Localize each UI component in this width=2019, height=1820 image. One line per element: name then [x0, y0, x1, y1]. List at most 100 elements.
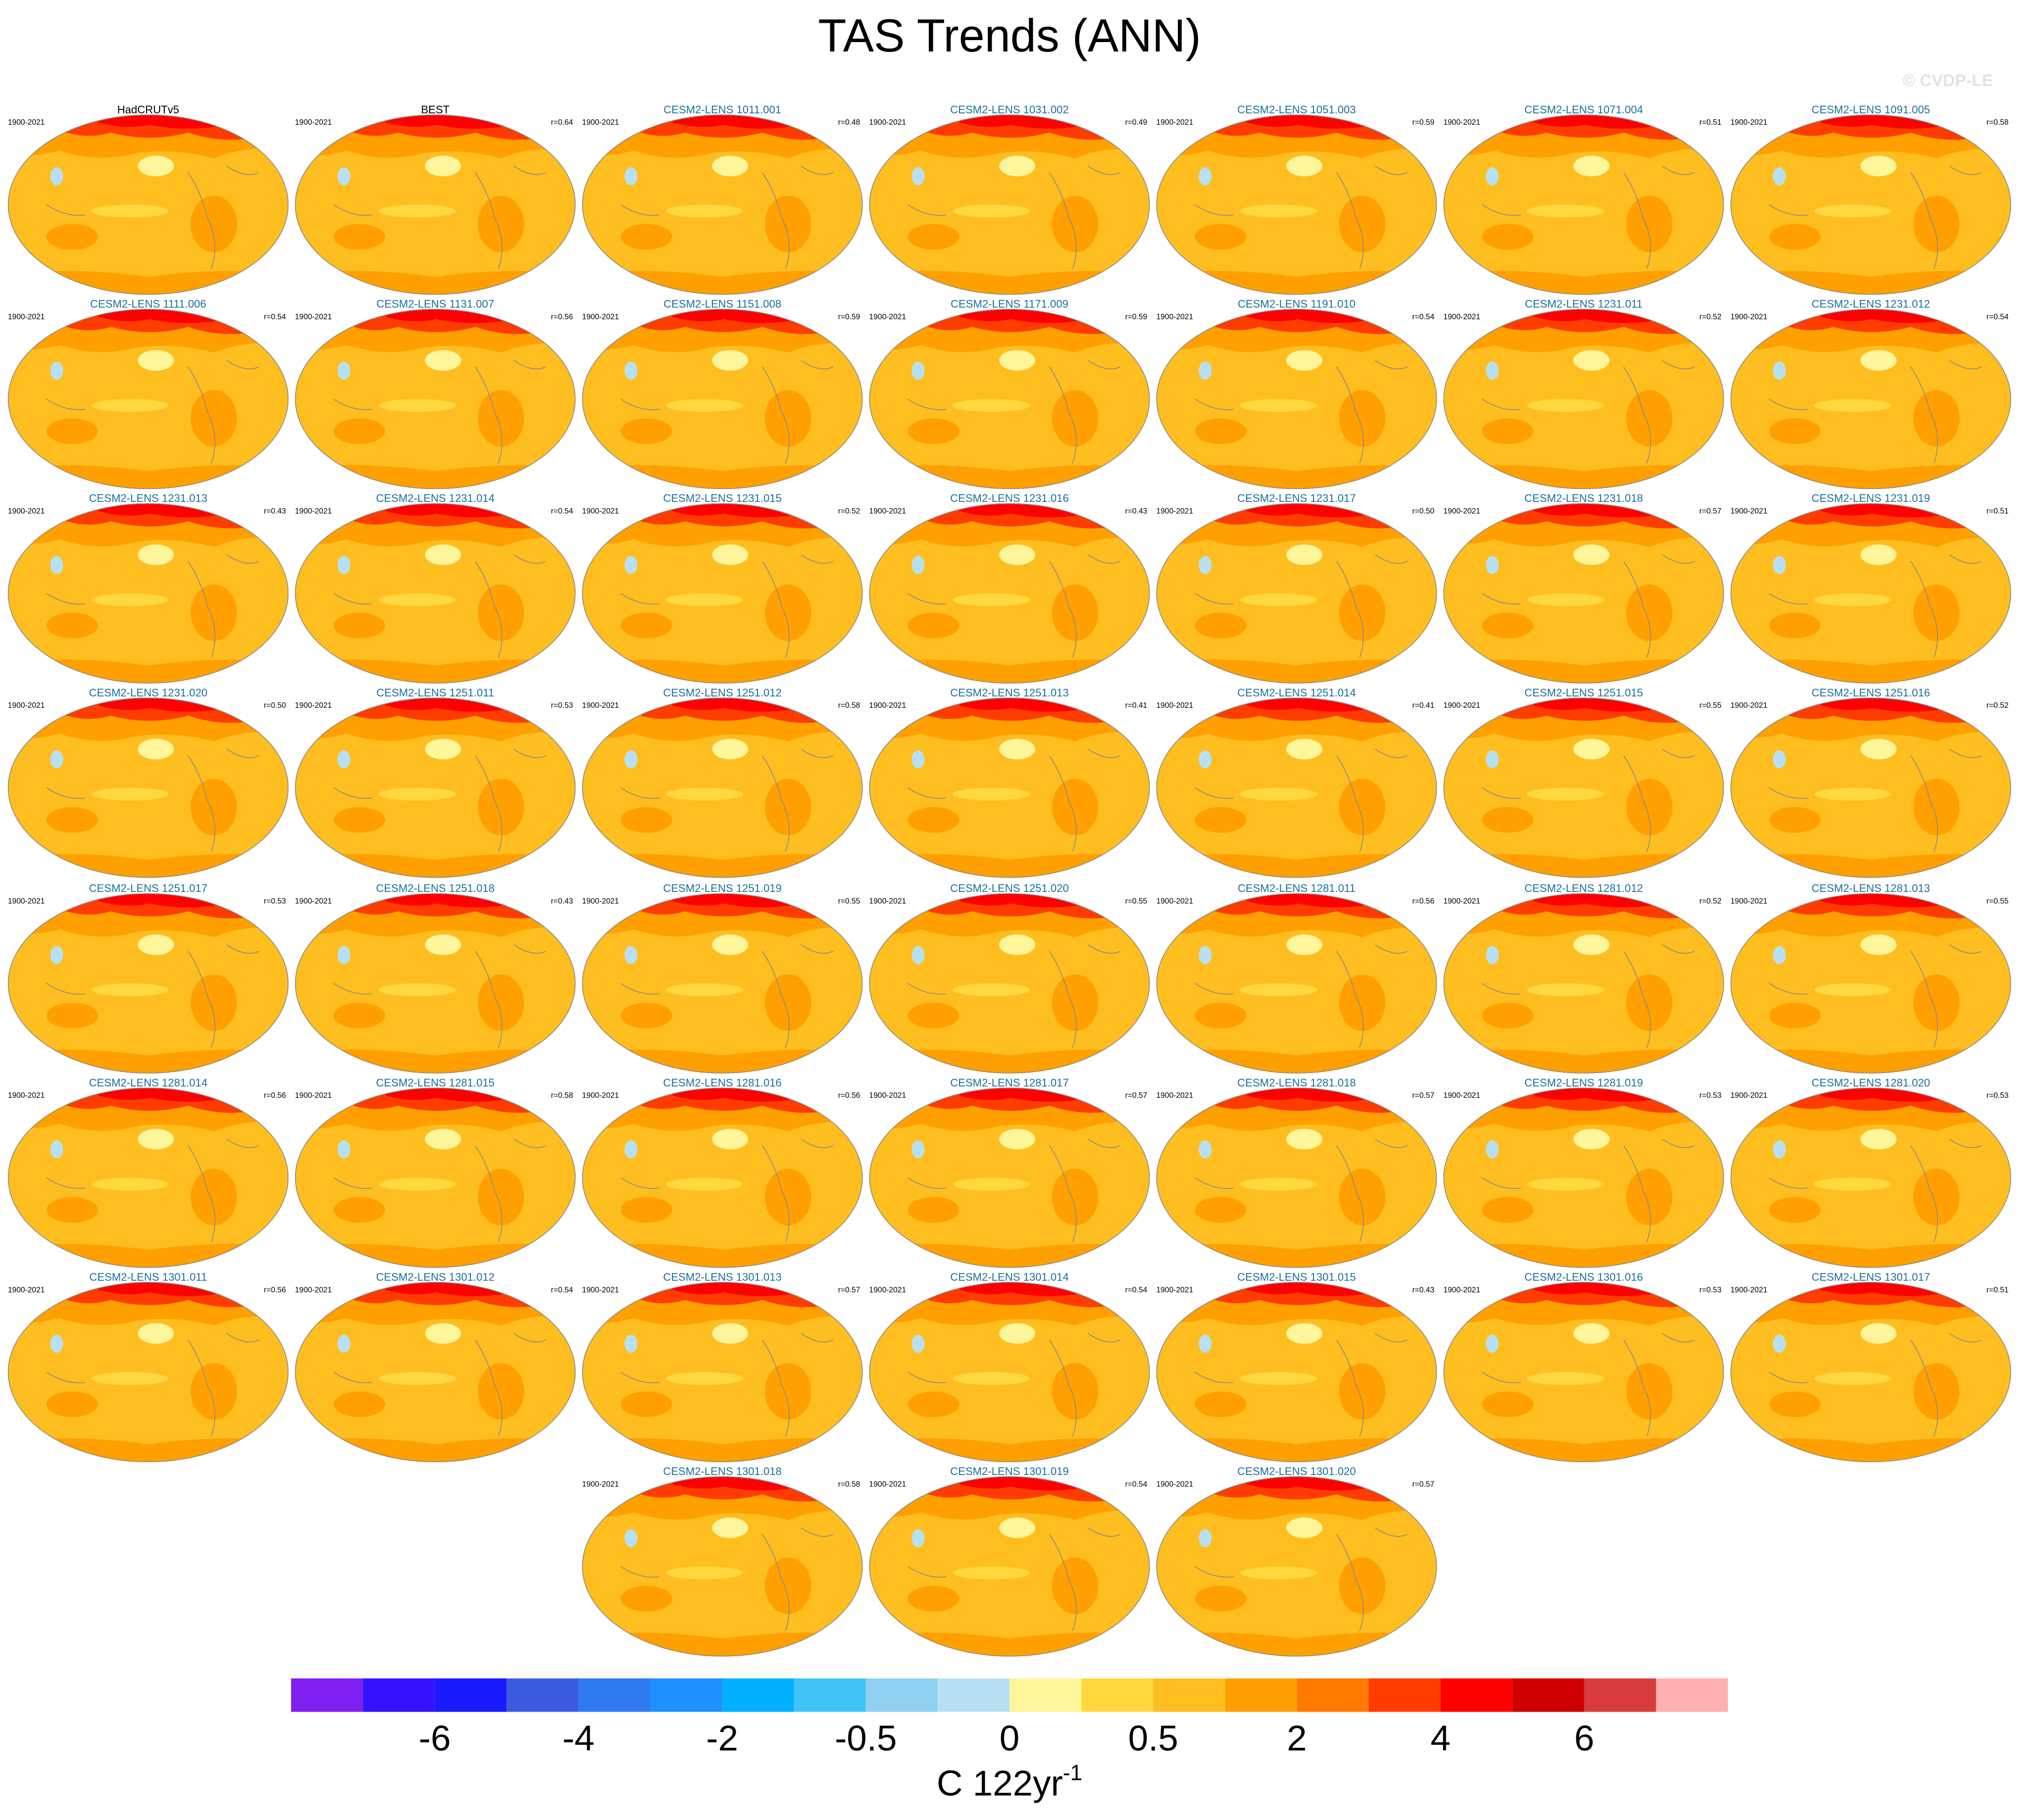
colorbar-box: [1512, 1678, 1584, 1712]
map: [295, 1087, 576, 1268]
panel-period: 1900-2021: [1443, 1286, 1480, 1294]
panel-title: CESM2-LENS 1171.009: [951, 298, 1068, 310]
panel-period: 1900-2021: [1156, 313, 1193, 321]
panel-period: 1900-2021: [1156, 118, 1193, 127]
colorbar-label: 0.5: [1128, 1719, 1178, 1759]
panel-period: 1900-2021: [582, 897, 619, 905]
panel-title: CESM2-LENS 1251.011: [376, 687, 494, 699]
panel-title: CESM2-LENS 1231.015: [663, 492, 781, 504]
panel-title: CESM2-LENS 1131.007: [376, 298, 494, 310]
panel-title: CESM2-LENS 1251.020: [950, 882, 1068, 894]
map: [295, 114, 576, 295]
panel-r: r=0.53: [1986, 1091, 2009, 1100]
panel-period: 1900-2021: [295, 701, 332, 710]
colorbar-box: [650, 1678, 722, 1712]
colorbar-box: [1656, 1678, 1728, 1712]
panel-period: 1900-2021: [1730, 313, 1767, 321]
panel-period: 1900-2021: [1443, 897, 1480, 905]
panel-r: r=0.54: [551, 1286, 573, 1294]
panel-r: r=0.64: [551, 118, 573, 127]
panel-title: CESM2-LENS 1281.020: [1812, 1077, 1930, 1089]
panel-period: 1900-2021: [582, 701, 619, 710]
map: [1730, 893, 2011, 1074]
colorbar-label: 4: [1430, 1719, 1451, 1759]
panel-title: CESM2-LENS 1251.012: [663, 687, 781, 699]
colorbar-label: -0.5: [835, 1719, 897, 1759]
map: [295, 309, 576, 489]
panel-period: 1900-2021: [582, 1480, 619, 1488]
colorbar-box: [506, 1678, 579, 1712]
panel-period: 1900-2021: [295, 118, 332, 127]
panel-title: CESM2-LENS 1281.011: [1238, 882, 1356, 894]
panel-period: 1900-2021: [1156, 1480, 1193, 1488]
panel-period: 1900-2021: [1156, 897, 1193, 905]
map: [1156, 114, 1437, 295]
panel-r: r=0.57: [1699, 507, 1721, 516]
panel-period: 1900-2021: [1443, 507, 1480, 516]
panel-r: r=0.56: [264, 1286, 286, 1294]
panel-r: r=0.54: [264, 313, 286, 321]
panel-r: r=0.52: [1986, 701, 2009, 710]
map: [582, 1282, 863, 1462]
panel-r: r=0.54: [551, 507, 573, 516]
panel-r: r=0.59: [1125, 313, 1148, 321]
panel-r: r=0.53: [1699, 1286, 1721, 1294]
panel-r: r=0.43: [1412, 1286, 1434, 1294]
map: [1443, 1282, 1724, 1462]
map: [1730, 503, 2011, 684]
panel-title: CESM2-LENS 1231.018: [1524, 492, 1643, 504]
panel-r: r=0.52: [1699, 897, 1721, 905]
colorbar-box: [1010, 1678, 1082, 1712]
map: [8, 893, 289, 1074]
map: [8, 1087, 289, 1268]
panel-title: CESM2-LENS 1251.019: [663, 882, 781, 894]
map: [1730, 1087, 2011, 1268]
panel-title: HadCRUTv5: [117, 103, 179, 116]
panel-period: 1900-2021: [582, 507, 619, 516]
map: [1156, 503, 1437, 684]
colorbar-box: [291, 1678, 363, 1712]
map: [8, 503, 289, 684]
panel-r: r=0.52: [1699, 313, 1721, 321]
panel-r: r=0.53: [551, 701, 573, 710]
map: [1443, 697, 1724, 878]
map: [1156, 1087, 1437, 1268]
colorbar-box: [435, 1678, 507, 1712]
panel-period: 1900-2021: [8, 701, 45, 710]
panel-r: r=0.54: [1986, 313, 2009, 321]
map: [8, 697, 289, 878]
panel-period: 1900-2021: [1443, 1091, 1480, 1100]
panel-title: CESM2-LENS 1301.013: [663, 1271, 781, 1283]
panel-period: 1900-2021: [869, 1091, 907, 1100]
panel-r: r=0.52: [838, 507, 860, 516]
panel-title: CESM2-LENS 1301.017: [1812, 1271, 1930, 1283]
panel-r: r=0.53: [264, 897, 286, 905]
panel-r: r=0.59: [838, 313, 860, 321]
panel-period: 1900-2021: [295, 507, 332, 516]
map: [295, 1282, 576, 1462]
panel-period: 1900-2021: [295, 313, 332, 321]
panel-title: CESM2-LENS 1091.005: [1812, 103, 1930, 116]
panel-period: 1900-2021: [869, 897, 907, 905]
panel-period: 1900-2021: [8, 1286, 45, 1294]
panel-title: CESM2-LENS 1301.016: [1524, 1271, 1643, 1283]
panel-r: r=0.55: [838, 897, 860, 905]
map: [582, 114, 863, 295]
panel-title: CESM2-LENS 1251.013: [950, 687, 1068, 699]
map: [869, 893, 1150, 1074]
panel-title: CESM2-LENS 1251.017: [89, 882, 207, 894]
panel-r: r=0.49: [1125, 118, 1148, 127]
panel-title: CESM2-LENS 1231.020: [89, 687, 207, 699]
panel-period: 1900-2021: [1156, 1286, 1193, 1294]
panel-title: CESM2-LENS 1151.008: [663, 298, 781, 310]
panel-title: CESM2-LENS 1251.015: [1524, 687, 1643, 699]
colorbar-label: -6: [419, 1719, 451, 1759]
panel-period: 1900-2021: [295, 1091, 332, 1100]
map: [1443, 893, 1724, 1074]
panel-period: 1900-2021: [295, 1286, 332, 1294]
colorbar-label: 2: [1287, 1719, 1307, 1759]
panel-title: CESM2-LENS 1251.016: [1812, 687, 1930, 699]
panel-r: r=0.43: [551, 897, 573, 905]
panel-r: r=0.50: [264, 701, 286, 710]
